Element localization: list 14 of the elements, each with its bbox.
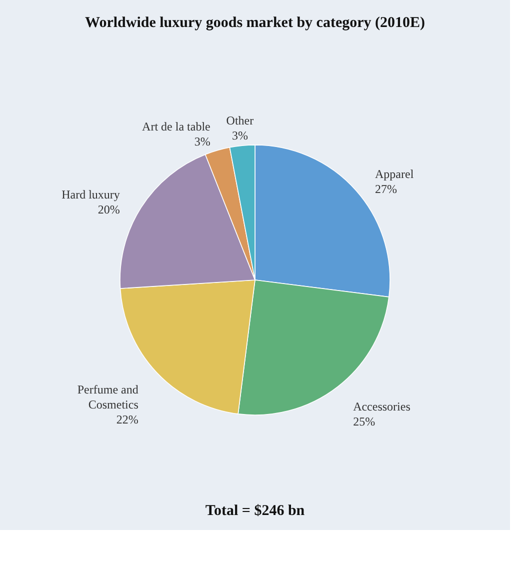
slice-label: Art de la table bbox=[142, 119, 210, 134]
data-label: 27% bbox=[375, 182, 398, 196]
slice-label: Perfume and Cosmetics bbox=[77, 382, 139, 412]
data-label: 3% bbox=[232, 128, 248, 143]
slice-label: Accessories bbox=[353, 399, 411, 414]
slice-label: Apparel bbox=[375, 167, 414, 182]
data-label: 25% bbox=[353, 414, 376, 428]
data-label: 22% bbox=[116, 412, 138, 427]
text: Total = $246 bn bbox=[205, 503, 306, 519]
slice-label: Other bbox=[226, 114, 254, 128]
data-label: 3% bbox=[194, 134, 210, 148]
data-label: 20% bbox=[98, 202, 120, 216]
slice-label: Hard luxury bbox=[62, 187, 120, 202]
chart-title: Worldwide luxury goods market by category (2010E) bbox=[85, 15, 425, 31]
